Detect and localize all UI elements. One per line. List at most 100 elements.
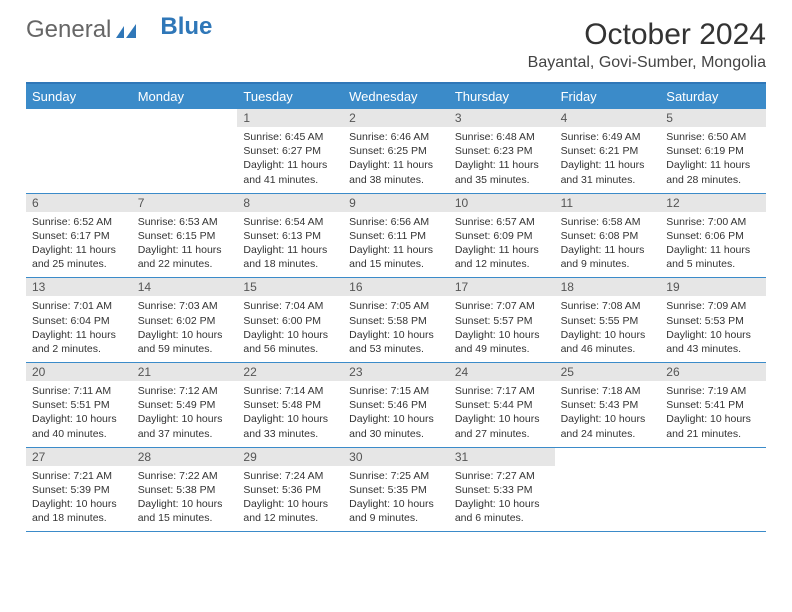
daylight-line-1: Daylight: 11 hours: [561, 158, 655, 172]
sunrise-line: Sunrise: 7:05 AM: [349, 299, 443, 313]
daylight-line-1: Daylight: 10 hours: [349, 328, 443, 342]
sunset-line: Sunset: 6:13 PM: [243, 229, 337, 243]
sunrise-line: Sunrise: 6:57 AM: [455, 215, 549, 229]
day-cell: 10Sunrise: 6:57 AMSunset: 6:09 PMDayligh…: [449, 194, 555, 278]
day-cell: 16Sunrise: 7:05 AMSunset: 5:58 PMDayligh…: [343, 278, 449, 362]
date-number: 3: [449, 109, 555, 127]
sunrise-line: Sunrise: 6:53 AM: [138, 215, 232, 229]
page-header: General Blue October 2024 Bayantal, Govi…: [26, 18, 766, 72]
sunset-line: Sunset: 5:36 PM: [243, 483, 337, 497]
daylight-line-1: Daylight: 10 hours: [666, 412, 760, 426]
date-number: 15: [237, 278, 343, 296]
daylight-line-1: Daylight: 10 hours: [349, 412, 443, 426]
sunset-line: Sunset: 6:06 PM: [666, 229, 760, 243]
sunset-line: Sunset: 5:44 PM: [455, 398, 549, 412]
date-number: 17: [449, 278, 555, 296]
day-cell-body: Sunrise: 6:49 AMSunset: 6:21 PMDaylight:…: [555, 130, 661, 187]
day-cell: 9Sunrise: 6:56 AMSunset: 6:11 PMDaylight…: [343, 194, 449, 278]
day-cell-body: Sunrise: 7:08 AMSunset: 5:55 PMDaylight:…: [555, 299, 661, 356]
sunset-line: Sunset: 6:11 PM: [349, 229, 443, 243]
date-number: 22: [237, 363, 343, 381]
daylight-line-2: and 56 minutes.: [243, 342, 337, 356]
sunset-line: Sunset: 5:38 PM: [138, 483, 232, 497]
daylight-line-2: and 37 minutes.: [138, 427, 232, 441]
daylight-line-2: and 12 minutes.: [243, 511, 337, 525]
day-cell: 3 Sunrise: 6:48 AMSunset: 6:23 PMDaylight…: [449, 109, 555, 193]
day-cell: 4Sunrise: 6:49 AMSunset: 6:21 PMDaylight…: [555, 109, 661, 193]
day-cell: 11Sunrise: 6:58 AMSunset: 6:08 PMDayligh…: [555, 194, 661, 278]
sunrise-line: Sunrise: 6:56 AM: [349, 215, 443, 229]
daylight-line-1: Daylight: 11 hours: [455, 158, 549, 172]
sunrise-line: Sunrise: 6:49 AM: [561, 130, 655, 144]
day-cell: 2Sunrise: 6:46 AMSunset: 6:25 PMDaylight…: [343, 109, 449, 193]
day-cell-body: Sunrise: 6:54 AMSunset: 6:13 PMDaylight:…: [237, 215, 343, 272]
sunrise-line: Sunrise: 7:15 AM: [349, 384, 443, 398]
sunrise-line: Sunrise: 7:08 AM: [561, 299, 655, 313]
logo-word-general: General: [26, 18, 111, 42]
date-number: 6: [26, 194, 132, 212]
daylight-line-2: and 18 minutes.: [32, 511, 126, 525]
daylight-line-1: Daylight: 11 hours: [138, 243, 232, 257]
day-cell: 27Sunrise: 7:21 AMSunset: 5:39 PMDayligh…: [26, 448, 132, 532]
day-cell-body: Sunrise: 6:50 AMSunset: 6:19 PMDaylight:…: [660, 130, 766, 187]
sunrise-line: Sunrise: 7:11 AM: [32, 384, 126, 398]
sunrise-line: Sunrise: 6:52 AM: [32, 215, 126, 229]
daylight-line-1: Daylight: 10 hours: [561, 328, 655, 342]
weekday-header-row: SundayMondayTuesdayWednesdayThursdayFrid…: [26, 84, 766, 109]
sunset-line: Sunset: 6:08 PM: [561, 229, 655, 243]
title-block: October 2024 Bayantal, Govi-Sumber, Mong…: [528, 18, 766, 72]
sunrise-line: Sunrise: 7:09 AM: [666, 299, 760, 313]
day-cell-body: Sunrise: 7:09 AMSunset: 5:53 PMDaylight:…: [660, 299, 766, 356]
sunrise-line: Sunrise: 7:21 AM: [32, 469, 126, 483]
daylight-line-2: and 2 minutes.: [32, 342, 126, 356]
day-cell: 29Sunrise: 7:24 AMSunset: 5:36 PMDayligh…: [237, 448, 343, 532]
day-cell: 26Sunrise: 7:19 AMSunset: 5:41 PMDayligh…: [660, 363, 766, 447]
sunset-line: Sunset: 5:43 PM: [561, 398, 655, 412]
day-cell-body: Sunrise: 6:48 AMSunset: 6:23 PMDaylight:…: [449, 130, 555, 187]
page-title: October 2024: [528, 18, 766, 52]
daylight-line-2: and 33 minutes.: [243, 427, 337, 441]
sunrise-line: Sunrise: 7:27 AM: [455, 469, 549, 483]
date-number: 28: [132, 448, 238, 466]
sunrise-line: Sunrise: 7:12 AM: [138, 384, 232, 398]
sunrise-line: Sunrise: 6:50 AM: [666, 130, 760, 144]
weeks-container: 1Sunrise: 6:45 AMSunset: 6:27 PMDaylight…: [26, 109, 766, 532]
date-number: 31: [449, 448, 555, 466]
daylight-line-2: and 41 minutes.: [243, 173, 337, 187]
sunset-line: Sunset: 5:57 PM: [455, 314, 549, 328]
weekday-header: Monday: [132, 84, 238, 109]
sunrise-line: Sunrise: 6:58 AM: [561, 215, 655, 229]
day-cell-body: Sunrise: 7:14 AMSunset: 5:48 PMDaylight:…: [237, 384, 343, 441]
daylight-line-1: Daylight: 11 hours: [32, 243, 126, 257]
day-cell: 19Sunrise: 7:09 AMSunset: 5:53 PMDayligh…: [660, 278, 766, 362]
day-cell-body: Sunrise: 6:53 AMSunset: 6:15 PMDaylight:…: [132, 215, 238, 272]
logo-sails-icon: [114, 21, 138, 39]
day-cell: 5 Sunrise: 6:50 AMSunset: 6:19 PMDaylight…: [660, 109, 766, 193]
day-cell-body: Sunrise: 7:03 AMSunset: 6:02 PMDaylight:…: [132, 299, 238, 356]
date-number: 29: [237, 448, 343, 466]
daylight-line-2: and 49 minutes.: [455, 342, 549, 356]
daylight-line-2: and 59 minutes.: [138, 342, 232, 356]
day-cell: 28Sunrise: 7:22 AMSunset: 5:38 PMDayligh…: [132, 448, 238, 532]
day-cell-body: Sunrise: 6:52 AMSunset: 6:17 PMDaylight:…: [26, 215, 132, 272]
day-cell: 30Sunrise: 7:25 AMSunset: 5:35 PMDayligh…: [343, 448, 449, 532]
sunrise-line: Sunrise: 6:45 AM: [243, 130, 337, 144]
day-cell: 25Sunrise: 7:18 AMSunset: 5:43 PMDayligh…: [555, 363, 661, 447]
week-row: 27Sunrise: 7:21 AMSunset: 5:39 PMDayligh…: [26, 448, 766, 533]
sunrise-line: Sunrise: 7:24 AM: [243, 469, 337, 483]
day-cell-body: Sunrise: 7:11 AMSunset: 5:51 PMDaylight:…: [26, 384, 132, 441]
sunset-line: Sunset: 5:33 PM: [455, 483, 549, 497]
sunset-line: Sunset: 6:21 PM: [561, 144, 655, 158]
daylight-line-2: and 5 minutes.: [666, 257, 760, 271]
week-row: 1Sunrise: 6:45 AMSunset: 6:27 PMDaylight…: [26, 109, 766, 194]
date-number: 5: [660, 109, 766, 127]
sunrise-line: Sunrise: 6:46 AM: [349, 130, 443, 144]
sunset-line: Sunset: 5:55 PM: [561, 314, 655, 328]
empty-cell: [555, 448, 661, 532]
sunrise-line: Sunrise: 7:19 AM: [666, 384, 760, 398]
day-cell-body: Sunrise: 6:56 AMSunset: 6:11 PMDaylight:…: [343, 215, 449, 272]
daylight-line-2: and 53 minutes.: [349, 342, 443, 356]
daylight-line-1: Daylight: 10 hours: [561, 412, 655, 426]
sunset-line: Sunset: 6:19 PM: [666, 144, 760, 158]
sunrise-line: Sunrise: 7:25 AM: [349, 469, 443, 483]
